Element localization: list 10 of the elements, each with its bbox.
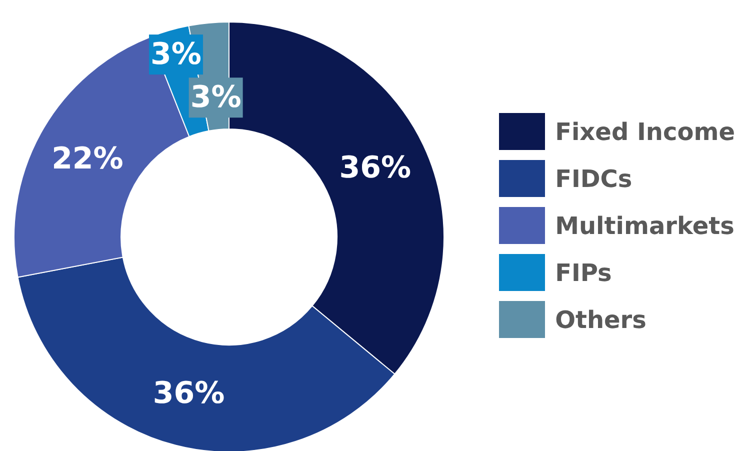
data-label: 3%	[190, 80, 242, 116]
data-label: 36%	[152, 376, 225, 411]
legend-label: FIPs	[555, 258, 612, 286]
legend-label: Others	[555, 306, 646, 334]
legend-label: Fixed Income	[555, 118, 735, 146]
legend-label: Multimarkets	[555, 212, 734, 240]
data-label: 36%	[339, 150, 412, 186]
legend-label: FIDCs	[555, 164, 632, 192]
data-label: 3%	[150, 37, 202, 72]
data-label: 22%	[52, 142, 124, 177]
